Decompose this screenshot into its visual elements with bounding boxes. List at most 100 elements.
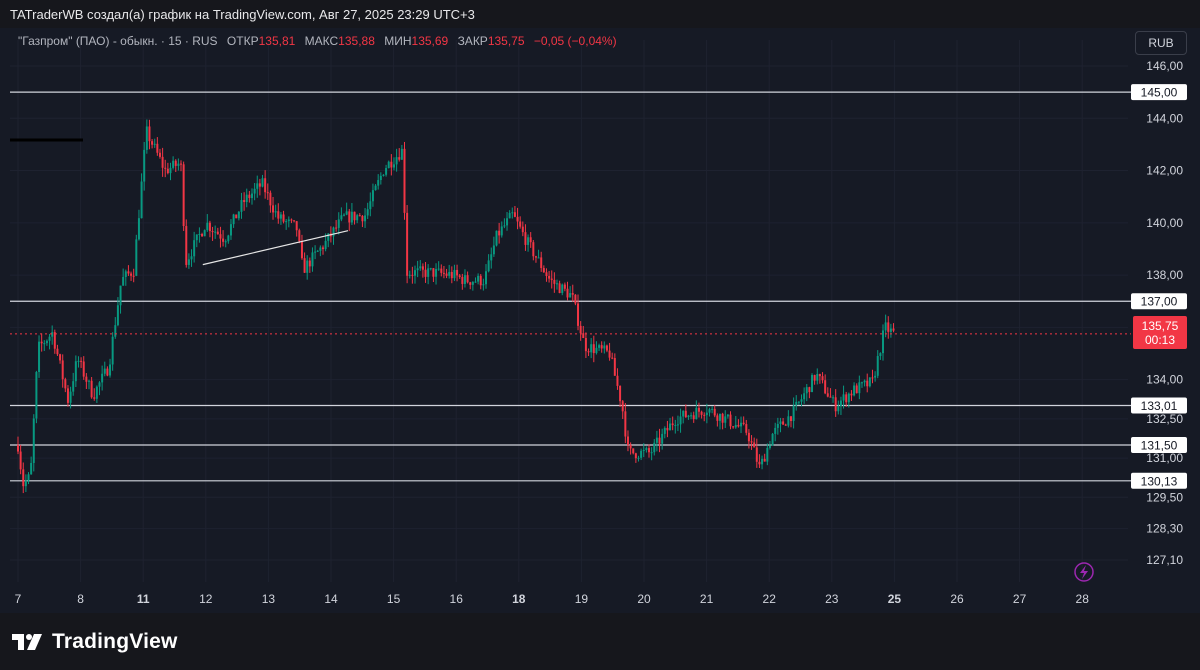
x-tick-label: 25 <box>888 592 902 606</box>
candle-body <box>687 415 690 418</box>
candle-body <box>753 442 756 448</box>
candle-body <box>571 293 574 295</box>
candle-body <box>718 413 721 421</box>
candle-body <box>256 183 259 189</box>
candle-body <box>182 164 185 227</box>
candle-body <box>245 194 248 203</box>
candle-body <box>419 266 422 269</box>
candle-body <box>343 214 346 216</box>
candle-body <box>222 238 225 242</box>
candle-body <box>582 333 585 338</box>
candle-body <box>542 268 545 273</box>
candle-body <box>87 380 90 382</box>
candle-body <box>726 414 729 417</box>
candle-body <box>180 163 183 165</box>
candle-body <box>303 258 306 273</box>
candle-body <box>466 275 469 283</box>
candle-body <box>445 273 448 276</box>
tradingview-logo[interactable]: TradingView <box>12 630 178 654</box>
currency-button[interactable]: RUB <box>1135 31 1187 55</box>
candle-body <box>616 375 619 386</box>
candle-body <box>558 283 561 293</box>
candle-body <box>548 275 551 279</box>
candle-body <box>429 268 432 270</box>
candle-body <box>340 215 343 220</box>
candle-body <box>755 447 758 462</box>
low-value: 135,69 <box>411 34 449 48</box>
candle-body <box>674 424 677 426</box>
candle-body <box>697 407 700 412</box>
x-tick-label: 13 <box>262 592 276 606</box>
candle-body <box>482 284 485 286</box>
candle-body <box>882 330 885 354</box>
candle-body <box>876 356 879 376</box>
candle-body <box>732 426 735 428</box>
candle-body <box>195 234 198 241</box>
tradingview-brand: TradingView <box>52 630 178 653</box>
trendline[interactable] <box>202 230 349 266</box>
candle-body <box>855 385 858 394</box>
candle-body <box>771 433 774 446</box>
candle-body <box>164 167 167 169</box>
candle-body <box>332 227 335 237</box>
candle-body <box>650 452 653 454</box>
candle-body <box>506 218 509 226</box>
candle-body <box>655 437 658 443</box>
level-label: 130,13 <box>1141 474 1178 488</box>
candle-body <box>566 288 569 298</box>
candle-body <box>321 247 324 250</box>
candle-body <box>758 461 761 465</box>
candle-body <box>605 345 608 351</box>
candle-body <box>813 375 816 381</box>
candle-body <box>390 161 393 168</box>
candle-body <box>737 424 740 427</box>
candle-body <box>253 188 256 194</box>
candle-body <box>122 276 125 286</box>
tradingview-logo-icon <box>12 634 42 650</box>
candle-body <box>774 427 777 434</box>
candle-body <box>269 192 272 206</box>
candle-body <box>285 221 288 223</box>
level-label: 145,00 <box>1141 86 1178 100</box>
candle-body <box>93 397 96 399</box>
candle-body <box>224 241 227 243</box>
candle-body <box>629 444 632 449</box>
candle-body <box>124 271 127 277</box>
candle-body <box>889 328 892 332</box>
candle-body <box>32 418 35 463</box>
candle-body <box>590 344 593 353</box>
candle-body <box>577 303 580 326</box>
candle-body <box>27 474 30 481</box>
candle-body <box>795 401 798 406</box>
candle-body <box>274 211 277 213</box>
candle-body <box>400 148 403 160</box>
candle-body <box>763 458 766 462</box>
lightning-icon[interactable] <box>1074 562 1094 582</box>
candle-body <box>56 348 59 355</box>
candle-body <box>132 275 135 277</box>
candle-body <box>608 350 611 358</box>
candle-body <box>598 345 601 348</box>
chart-pane[interactable] <box>0 28 1200 613</box>
candle-body <box>403 148 406 213</box>
y-tick-label: 131,00 <box>1146 451 1183 465</box>
candle-body <box>845 394 848 403</box>
candle-body <box>64 379 67 389</box>
candle-body <box>521 226 524 233</box>
candle-body <box>437 268 440 270</box>
candle-body <box>95 386 98 399</box>
x-tick-label: 7 <box>15 592 22 606</box>
y-tick-label: 138,00 <box>1146 268 1183 282</box>
candle-body <box>747 432 750 442</box>
candle-body <box>779 421 782 424</box>
candle-body <box>308 260 311 267</box>
candle-body <box>742 422 745 425</box>
candle-body <box>789 416 792 421</box>
candle-body <box>398 157 401 160</box>
candle-body <box>516 216 519 222</box>
candle-body <box>143 149 146 182</box>
candle-body <box>211 231 214 233</box>
candle-body <box>632 448 635 454</box>
level-label: 133,01 <box>1141 399 1178 413</box>
